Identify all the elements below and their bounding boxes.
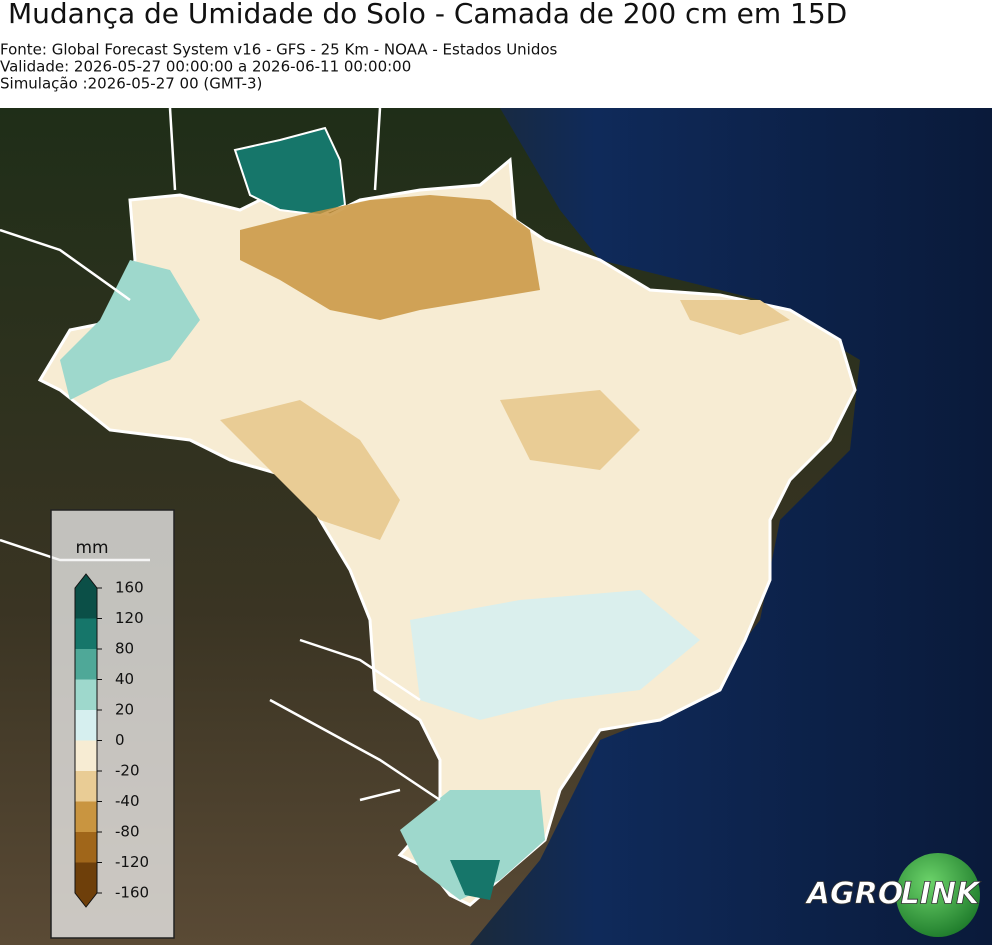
validity: Validade: 2026-05-27 00:00:00 a 2026-06-… <box>0 58 411 76</box>
dry-northeast <box>680 300 790 335</box>
legend: mm 160 120 80 40 20 0 -20 -40 -80 -120 -160 <box>50 509 175 939</box>
colorbar-bin <box>75 832 97 863</box>
wet-southeast <box>410 590 700 720</box>
brazil <box>37 157 857 907</box>
dry-center-east <box>500 390 640 470</box>
colorbar-extend-top <box>75 574 97 588</box>
colorbar-bin <box>75 771 97 802</box>
title: Mudança de Umidade do Solo - Camada de 2… <box>8 0 847 30</box>
logo-right: LINK <box>901 877 982 912</box>
colorbar-tick-label: -160 <box>115 884 149 902</box>
map <box>0 107 992 945</box>
amapa-region <box>233 126 347 217</box>
colorbar-tick-label: 20 <box>115 701 134 719</box>
colorbar-bin <box>75 679 97 711</box>
dry-north <box>240 195 540 320</box>
colorbar-tick-label: -40 <box>115 792 140 810</box>
logo: AGRO LINK <box>804 853 982 937</box>
legend-box <box>50 509 175 939</box>
logo-left: AGRO <box>805 877 903 912</box>
colorbar-tick-label: -120 <box>115 853 149 871</box>
colorbar-bin <box>75 801 97 833</box>
colorbar-bin <box>75 588 97 619</box>
colorbar-bin <box>75 618 97 650</box>
legend-unit: mm <box>75 538 108 558</box>
colorbar-tick-label: 120 <box>115 609 144 627</box>
colorbar-tick-label: 160 <box>115 579 144 597</box>
wet-south <box>400 790 545 900</box>
wet-south-core <box>450 860 500 900</box>
colorbar-tick-label: -80 <box>115 823 140 841</box>
colorbar-bin <box>75 862 97 894</box>
colorbar-bin <box>75 710 97 741</box>
colorbar-extend-bottom <box>75 893 97 907</box>
colorbar-tick-label: 0 <box>115 731 125 749</box>
colorbar-tick-label: 40 <box>115 670 134 688</box>
dry-center <box>220 400 400 540</box>
colorbar-tick-label: 80 <box>115 640 134 658</box>
wet-west <box>60 260 200 400</box>
logo-globe <box>896 853 980 937</box>
simulation: Simulação :2026-05-27 00 (GMT-3) <box>0 75 262 93</box>
colorbar-tick-label: -20 <box>115 762 140 780</box>
source: Fonte: Global Forecast System v16 - GFS … <box>0 41 558 59</box>
colorbar-bin <box>75 649 97 680</box>
colorbar-bin <box>75 740 97 772</box>
